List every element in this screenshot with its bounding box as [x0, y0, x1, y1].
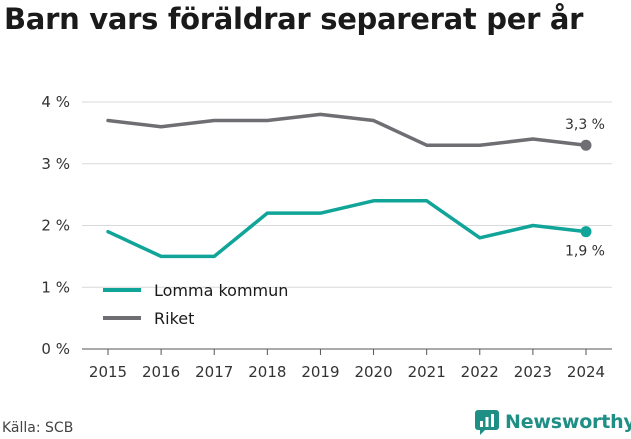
x-tick-label: 2023	[514, 363, 552, 381]
x-tick-label: 2019	[301, 363, 339, 381]
legend: Lomma kommun Riket	[103, 281, 288, 328]
brand-name: Newsworthy	[505, 411, 631, 433]
x-tick-label: 2024	[567, 363, 605, 381]
x-tick-label: 2018	[248, 363, 286, 381]
source-note: Källa: SCB	[2, 420, 74, 436]
y-tick-label: 0 %	[41, 340, 70, 358]
x-axis: 2015 2016 2017 2018 2019 2020 2021 2022 2023 2024	[89, 349, 605, 381]
grid-lines	[82, 101, 612, 350]
x-tick-label: 2021	[408, 363, 446, 381]
chart-title: Barn vars föräldrar separerat per år	[4, 2, 584, 36]
series-line-riket	[106, 112, 588, 147]
x-tick-label: 2022	[461, 363, 499, 381]
legend-label: Lomma kommun	[154, 281, 288, 300]
x-tick-label: 2016	[142, 363, 180, 381]
legend-label: Riket	[154, 309, 194, 328]
end-value-label: 1,9 %	[565, 244, 605, 260]
x-tick-label: 2015	[89, 363, 127, 381]
y-tick-label: 1 %	[41, 278, 70, 296]
end-point-marker	[580, 139, 592, 151]
brand-logo: Newsworthy	[474, 408, 631, 436]
x-tick-label: 2020	[354, 363, 392, 381]
y-tick-label: 4 %	[41, 93, 70, 111]
newsworthy-logo-icon	[475, 410, 499, 435]
y-axis-ticks: 0 % 1 % 2 % 3 % 4 %	[41, 93, 70, 358]
series-line-lomma-kommun	[106, 199, 588, 259]
y-tick-label: 3 %	[41, 155, 70, 173]
y-tick-label: 2 %	[41, 217, 70, 235]
series-lines: 1,9 % 3,3 %	[106, 112, 605, 260]
end-point-marker	[580, 226, 592, 238]
x-tick-label: 2017	[195, 363, 233, 381]
end-value-label: 3,3 %	[565, 117, 605, 133]
